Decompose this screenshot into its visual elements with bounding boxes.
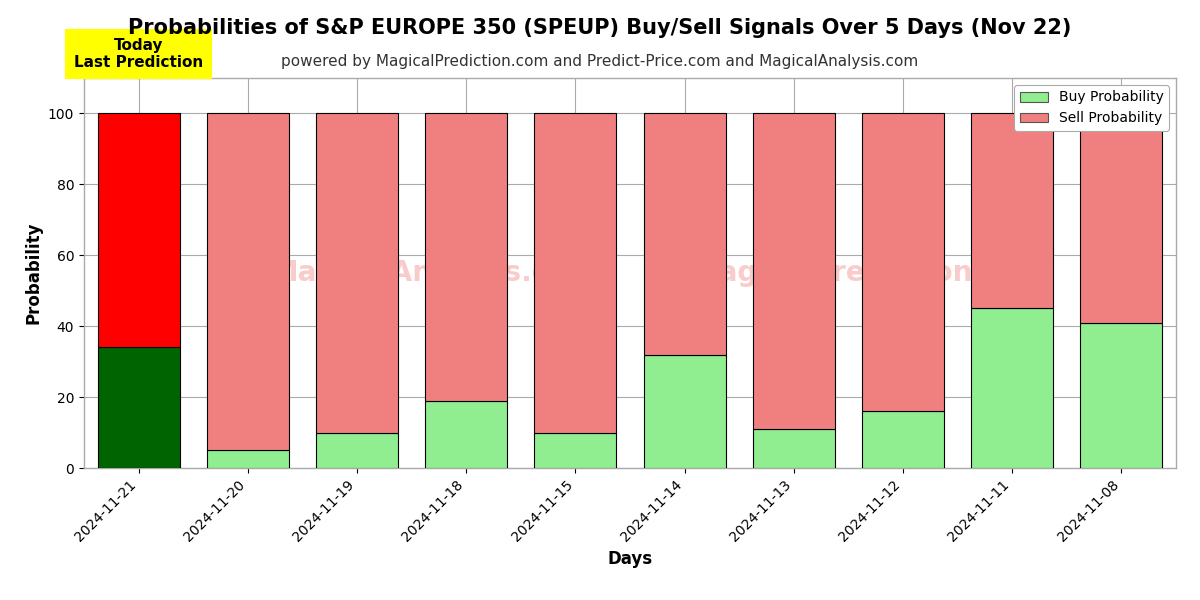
Bar [643, 113, 726, 355]
Legend: Buy Probability, Sell Probability: Buy Probability, Sell Probability [1014, 85, 1169, 131]
Bar [534, 433, 617, 468]
Text: powered by MagicalPrediction.com and Predict-Price.com and MagicalAnalysis.com: powered by MagicalPrediction.com and Pre… [281, 54, 919, 69]
Bar [425, 401, 508, 468]
Bar [752, 429, 835, 468]
Bar [862, 113, 944, 411]
Bar [643, 355, 726, 468]
Bar [316, 433, 398, 468]
Text: MagicalPrediction.com: MagicalPrediction.com [692, 259, 1049, 287]
Bar [752, 113, 835, 429]
Bar [1080, 323, 1163, 468]
Text: Today
Last Prediction: Today Last Prediction [74, 38, 203, 70]
Text: Probabilities of S&P EUROPE 350 (SPEUP) Buy/Sell Signals Over 5 Days (Nov 22): Probabilities of S&P EUROPE 350 (SPEUP) … [128, 18, 1072, 38]
Bar [206, 450, 289, 468]
Bar [97, 113, 180, 347]
Bar [97, 347, 180, 468]
Bar [971, 308, 1054, 468]
Bar [534, 113, 617, 433]
Bar [862, 411, 944, 468]
Text: MagicalAnalysis.com: MagicalAnalysis.com [270, 259, 596, 287]
Bar [1080, 113, 1163, 323]
Y-axis label: Probability: Probability [24, 222, 42, 324]
X-axis label: Days: Days [607, 550, 653, 568]
Bar [316, 113, 398, 433]
Bar [971, 113, 1054, 308]
Bar [425, 113, 508, 401]
Bar [206, 113, 289, 450]
